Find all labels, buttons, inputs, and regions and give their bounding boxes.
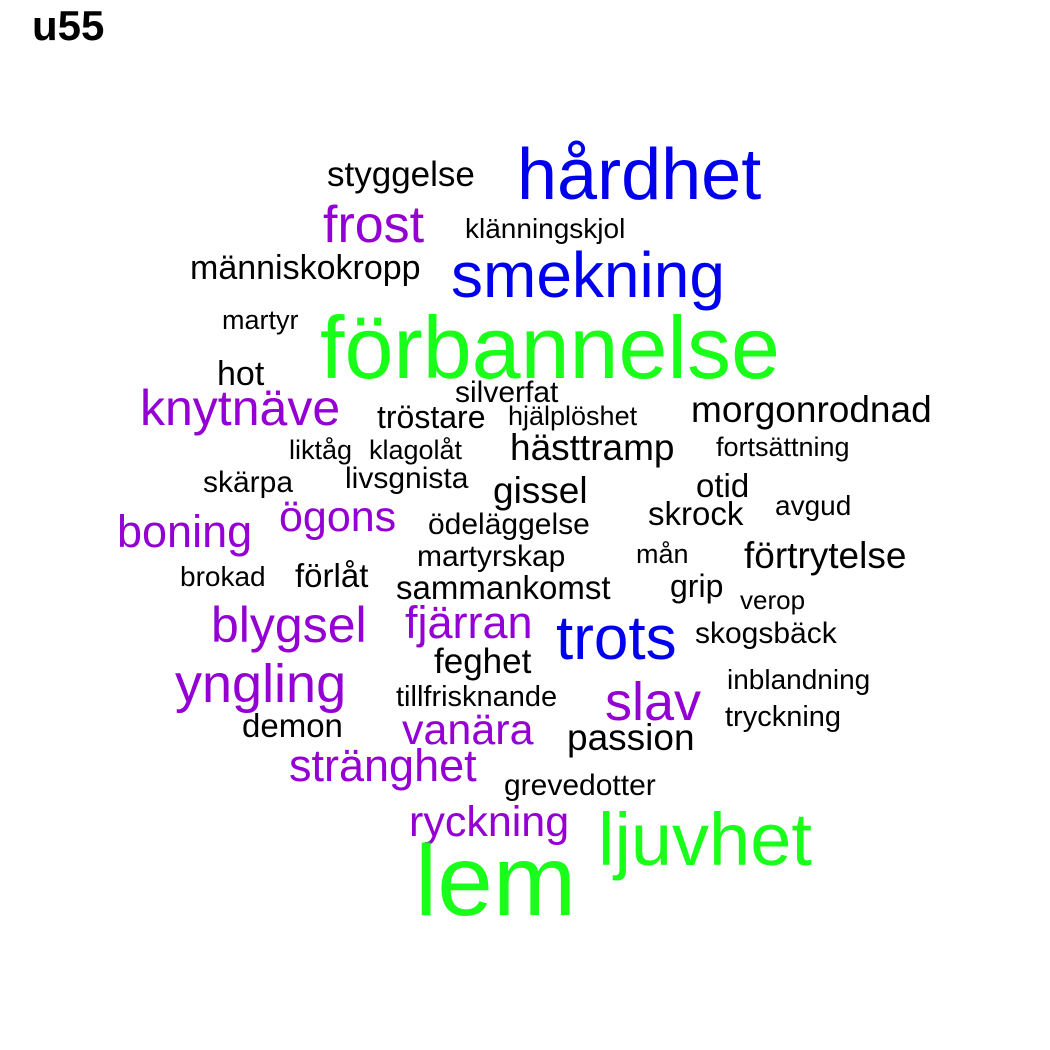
- cloud-word-44: slav: [605, 672, 701, 732]
- cloud-word-31: brokad: [180, 561, 266, 592]
- cloud-word-11: knytnäve: [140, 380, 340, 436]
- cloud-word-1: styggelse: [327, 155, 475, 194]
- cloud-word-47: vanära: [402, 706, 534, 754]
- cloud-word-40: feghet: [434, 642, 532, 681]
- cloud-word-39: skogsbäck: [695, 617, 838, 650]
- cloud-word-26: skrock: [648, 495, 744, 532]
- cloud-word-34: grip: [670, 568, 723, 604]
- cloud-word-52: ljuvhet: [598, 798, 812, 881]
- cloud-word-6: smekning: [451, 239, 725, 311]
- cloud-word-14: morgonrodnad: [691, 389, 932, 430]
- cloud-word-9: hot: [217, 355, 265, 393]
- cloud-word-3: frost: [323, 196, 425, 254]
- cloud-word-15: liktåg: [289, 435, 352, 465]
- cloud-word-10: silverfat: [455, 376, 559, 409]
- cloud-word-42: inblandning: [727, 664, 870, 695]
- cloud-word-16: klagolåt: [369, 435, 463, 465]
- cloud-word-7: martyr: [222, 305, 299, 335]
- cloud-word-43: tillfrisknande: [396, 681, 557, 713]
- cloud-word-20: livsgnista: [345, 462, 469, 495]
- cloud-word-30: förtrytelse: [744, 535, 906, 576]
- cloud-word-50: grevedotter: [504, 769, 656, 802]
- cloud-word-27: ödeläggelse: [428, 508, 590, 541]
- cloud-word-17: hästtramp: [510, 427, 675, 468]
- cloud-word-38: trots: [556, 604, 677, 673]
- cloud-word-46: demon: [242, 707, 343, 744]
- cloud-word-18: fortsättning: [716, 432, 850, 462]
- cloud-word-29: mån: [636, 539, 689, 569]
- cloud-word-28: martyrskap: [417, 540, 565, 573]
- cloud-word-12: tröstare: [377, 399, 485, 435]
- cloud-word-41: yngling: [175, 654, 346, 714]
- cloud-word-35: verop: [740, 585, 805, 615]
- cloud-word-37: fjärran: [405, 597, 533, 648]
- cloud-word-53: lem: [415, 825, 576, 937]
- cloud-word-25: boning: [117, 506, 252, 557]
- cloud-word-23: ögons: [279, 493, 396, 541]
- cloud-word-48: passion: [567, 717, 695, 758]
- cloud-word-21: gissel: [493, 470, 588, 511]
- cloud-word-51: ryckning: [409, 798, 569, 846]
- cloud-word-32: förlåt: [295, 557, 368, 594]
- cloud-word-13: hjälplöshet: [508, 401, 638, 431]
- cloud-word-22: otid: [696, 467, 749, 504]
- page-title: u55: [32, 2, 105, 49]
- cloud-word-33: sammankomst: [396, 569, 611, 606]
- cloud-word-4: klänningskjol: [465, 213, 625, 244]
- cloud-word-49: stränghet: [289, 740, 477, 791]
- cloud-word-5: människokropp: [190, 249, 421, 287]
- cloud-word-45: tryckning: [725, 701, 841, 733]
- cloud-word-2: hårdhet: [517, 135, 761, 215]
- cloud-word-36: blygsel: [211, 597, 367, 653]
- cloud-word-24: avgud: [775, 490, 851, 521]
- cloud-word-8: förbannelse: [320, 298, 780, 397]
- cloud-word-19: skärpa: [203, 466, 293, 499]
